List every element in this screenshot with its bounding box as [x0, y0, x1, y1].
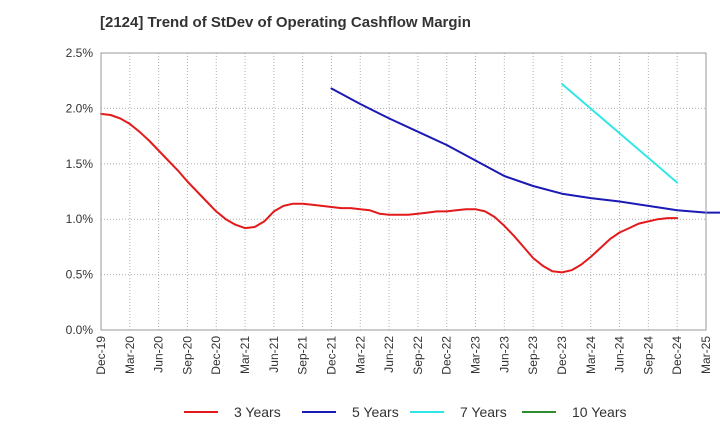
x-tick-label: Jun-20 [152, 336, 166, 373]
legend-swatch-10-years [522, 411, 556, 413]
legend-item-7-years: 7 Years [410, 404, 507, 420]
x-tick-label: Jun-24 [613, 336, 627, 373]
legend-label-7-years: 7 Years [460, 404, 507, 420]
y-tick-label: 0.0% [66, 323, 94, 337]
x-tick-label: Dec-23 [555, 336, 569, 375]
x-tick-label: Jun-23 [497, 336, 511, 373]
series-line-3-years [100, 112, 679, 274]
y-tick-label: 1.0% [66, 212, 94, 226]
legend-swatch-5-years [302, 411, 336, 413]
series-line-5-years [330, 87, 720, 214]
x-tick-label: Mar-24 [584, 336, 598, 374]
plot-frame [100, 52, 707, 331]
legend-label-10-years: 10 Years [572, 404, 627, 420]
y-tick-label: 0.5% [66, 268, 94, 282]
legend-item-3-years: 3 Years [184, 404, 281, 420]
series-layer [100, 83, 720, 274]
x-tick-label: Sep-23 [526, 336, 540, 375]
x-tick-label: Sep-20 [180, 336, 194, 375]
y-tick-label: 2.5% [66, 46, 94, 60]
y-tick-label: 2.0% [66, 101, 94, 115]
series-line-7-years [561, 83, 679, 184]
y-tick-label: 1.5% [66, 157, 94, 171]
x-tick-label: Dec-21 [324, 336, 338, 375]
legend-label-3-years: 3 Years [234, 404, 281, 420]
legend-swatch-3-years [184, 411, 218, 413]
x-tick-label: Mar-21 [238, 336, 252, 374]
x-tick-label: Dec-20 [209, 336, 223, 375]
x-tick-label: Sep-21 [296, 336, 310, 375]
x-tick-label: Dec-24 [670, 336, 684, 375]
legend: 3 Years 5 Years 7 Years 10 Years [0, 404, 720, 426]
x-tick-label: Jun-22 [382, 336, 396, 373]
legend-item-5-years: 5 Years [302, 404, 399, 420]
legend-label-5-years: 5 Years [352, 404, 399, 420]
axes: 0.0% 0.5% 1.0% 1.5% 2.0% 2.5% Dec-19 Mar-20 Jun-… [66, 46, 713, 375]
x-tick-label: Dec-19 [94, 336, 108, 375]
legend-swatch-7-years [410, 411, 444, 413]
grid [100, 52, 707, 331]
x-tick-label: Sep-22 [411, 336, 425, 375]
x-tick-label: Mar-20 [123, 336, 137, 374]
legend-item-10-years: 10 Years [522, 404, 627, 420]
x-tick-label: Dec-22 [440, 336, 454, 375]
x-tick-label: Jun-21 [267, 336, 281, 373]
x-tick-label: Mar-22 [353, 336, 367, 374]
chart-title: [2124] Trend of StDev of Operating Cashf… [100, 14, 471, 31]
x-tick-label: Mar-25 [699, 336, 713, 374]
x-tick-label: Sep-24 [641, 336, 655, 375]
x-tick-label: Mar-23 [469, 336, 483, 374]
